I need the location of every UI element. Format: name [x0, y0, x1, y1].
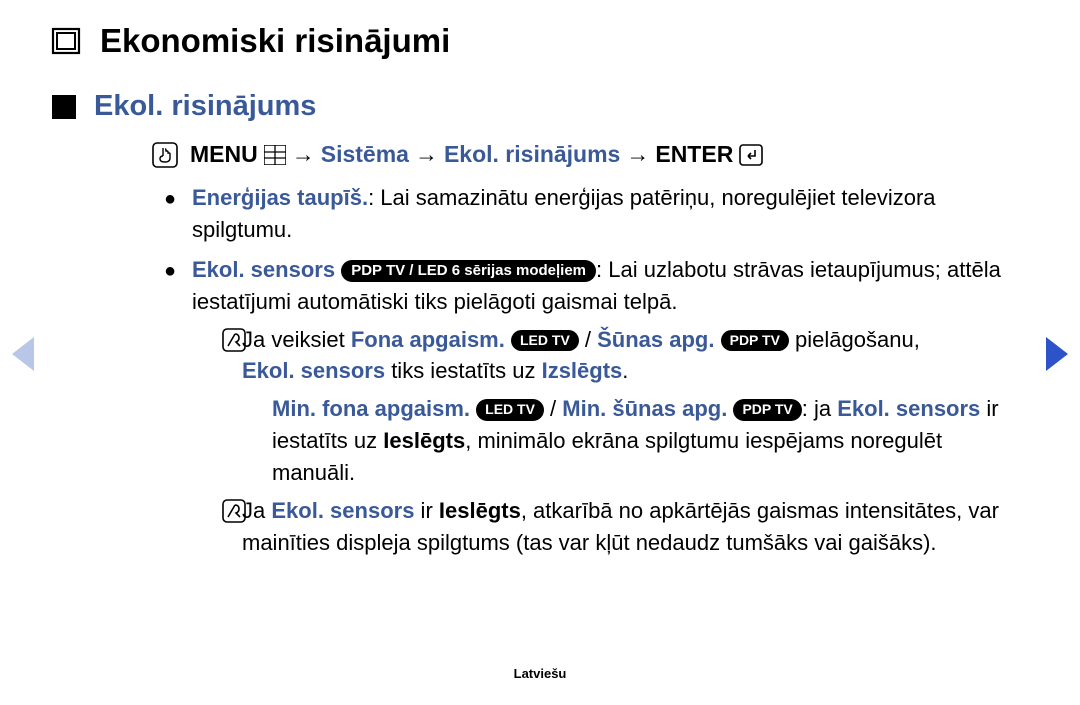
menu-label: MENU	[190, 141, 258, 168]
note2-ieslegts: Ieslēgts	[439, 498, 521, 523]
badge-pdp-tv-1: PDP TV	[721, 330, 789, 351]
footer-language: Latviešu	[0, 666, 1080, 681]
breadcrumb-path-2: Ekol. risinājums	[444, 141, 620, 168]
sub-ekol: Ekol. sensors	[837, 396, 980, 421]
page-title: Ekonomiski risinājumi	[100, 22, 450, 60]
book-icon	[50, 25, 82, 57]
note-2-body: Ja Ekol. sensors ir Ieslēgts, atkarībā n…	[242, 495, 1010, 559]
menu-grid-icon	[264, 145, 286, 165]
badge-pdp-led6: PDP TV / LED 6 sērijas modeļiem	[341, 260, 596, 283]
note1-fona: Fona apgaism.	[351, 327, 505, 352]
enter-icon	[739, 144, 763, 166]
sub-min-sunas: Min. šūnas apg.	[562, 396, 727, 421]
note1-pre: Ja veiksiet	[242, 327, 351, 352]
note1-line2d: .	[622, 358, 628, 383]
note-1: Ja veiksiet Fona apgaism. LED TV / Šūnas…	[192, 324, 1010, 388]
sub-colon-ja: : ja	[802, 396, 837, 421]
page-content: Ekonomiski risinājumi Ekol. risinājums M…	[0, 0, 1080, 565]
bullet-dot-icon: ●	[152, 182, 192, 246]
note-icon	[192, 324, 242, 388]
note-1-body: Ja veiksiet Fona apgaism. LED TV / Šūnas…	[242, 324, 1010, 388]
sub-paragraph: Min. fona apgaism. LED TV / Min. šūnas a…	[272, 393, 1010, 489]
note1-line2c: Izslēgts	[542, 358, 623, 383]
arrow-2: →	[415, 141, 438, 168]
note2-ir: ir	[414, 498, 438, 523]
bullet-item-1: ● Enerģijas taupīš.: Lai samazinātu ener…	[152, 182, 1010, 246]
heading-2-row: Ekol. risinājums	[52, 90, 1030, 123]
section-title: Ekol. risinājums	[94, 90, 316, 123]
square-bullet-icon	[52, 95, 76, 119]
heading-1-row: Ekonomiski risinājumi	[50, 22, 1030, 60]
breadcrumb: MENU → Sistēma → Ekol. risinājums → ENTE…	[152, 141, 1030, 168]
hand-pointer-icon	[152, 142, 178, 168]
badge-led-tv-1: LED TV	[511, 330, 579, 351]
content-body: ● Enerģijas taupīš.: Lai samazinātu ener…	[152, 182, 1010, 565]
note-2: Ja Ekol. sensors ir Ieslēgts, atkarībā n…	[192, 495, 1010, 559]
arrow-3: →	[626, 141, 649, 168]
item2-label: Ekol. sensors	[192, 257, 335, 282]
prev-arrow-icon[interactable]	[12, 337, 34, 371]
note2-ja: Ja	[242, 498, 271, 523]
breadcrumb-path-1: Sistēma	[321, 141, 409, 168]
item1-label: Enerģijas taupīš.	[192, 185, 368, 210]
note1-sunas: Šūnas apg.	[597, 327, 714, 352]
note1-slash: /	[579, 327, 597, 352]
next-arrow-icon[interactable]	[1046, 337, 1068, 371]
note-icon	[192, 495, 242, 559]
sub-slash: /	[544, 396, 562, 421]
badge-pdp-tv-2: PDP TV	[733, 399, 801, 420]
note2-ekol: Ekol. sensors	[271, 498, 414, 523]
bullet-item-2: ● Ekol. sensors PDP TV / LED 6 sērijas m…	[152, 254, 1010, 565]
bullet-1-body: Enerģijas taupīš.: Lai samazinātu enerģi…	[192, 182, 1010, 246]
sub-ieslegts: Ieslēgts	[383, 428, 465, 453]
bullet-dot-icon: ●	[152, 254, 192, 565]
note1-post: pielāgošanu,	[789, 327, 920, 352]
note1-line2a: Ekol. sensors	[242, 358, 385, 383]
enter-label: ENTER	[655, 141, 733, 168]
bullet-2-body: Ekol. sensors PDP TV / LED 6 sērijas mod…	[192, 254, 1010, 565]
note1-line2b: tiks iestatīts uz	[385, 358, 542, 383]
arrow-1: →	[292, 141, 315, 168]
badge-led-tv-2: LED TV	[476, 399, 544, 420]
sub-min-fona: Min. fona apgaism.	[272, 396, 470, 421]
